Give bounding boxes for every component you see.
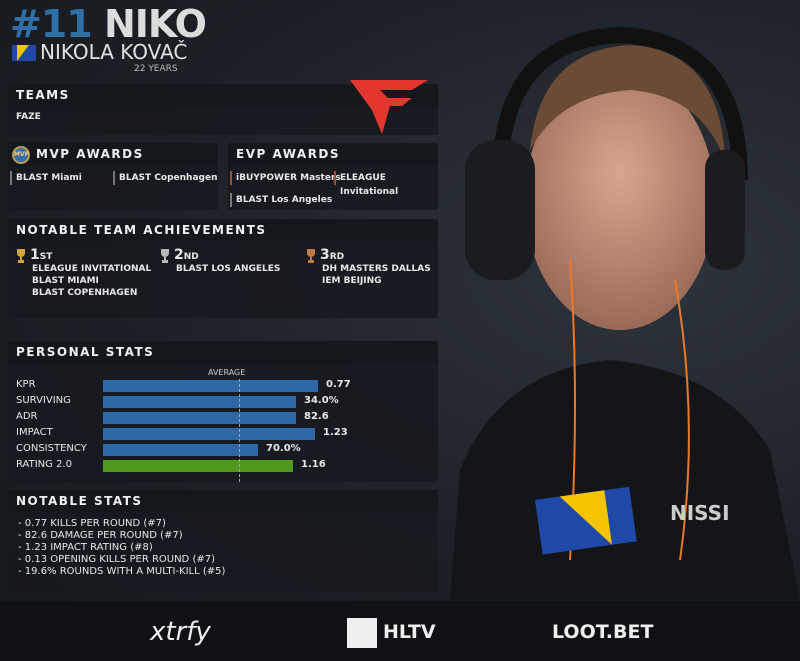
stat-value: 82.6 [304, 411, 329, 422]
player-real-name: NIKOLA KOVAČ [40, 40, 188, 64]
mvp-award: BLAST Miami [10, 171, 82, 185]
svg-text:NISSI: NISSI [670, 501, 730, 525]
trophy-icon [16, 249, 26, 263]
evp-award: BLAST Los Angeles [230, 193, 332, 207]
mvp-badge-icon: MVP [12, 146, 30, 164]
notable-stats-panel: NOTABLE STATS - 0.77 KILLS PER ROUND (#7… [8, 490, 438, 592]
stat-row: CONSISTENCY 70.0% [16, 443, 436, 456]
stat-label: IMPACT [16, 427, 53, 438]
achievement-place-1: 1ST ELEAGUE INVITATIONAL BLAST MIAMI BLAST … [16, 247, 152, 299]
stat-row: KPR 0.77 [16, 379, 436, 392]
stat-label: RATING 2.0 [16, 459, 72, 470]
player-number: #11 [10, 2, 93, 46]
stat-label: KPR [16, 379, 36, 390]
mvp-awards-panel: MVP AWARDS MVP BLAST Miami BLAST Copenha… [8, 143, 218, 210]
personal-stats-header: PERSONAL STATS [8, 341, 438, 363]
sponsor-footer: xtrfy HLTV LOOT.BET [0, 601, 800, 661]
sponsor-lootbet-logo: LOOT.BET [552, 621, 654, 643]
stat-label: SURVIVING [16, 395, 71, 406]
stat-row: SURVIVING 34.0% [16, 395, 436, 408]
stat-value: 0.77 [326, 379, 351, 390]
teams-panel: TEAMS FAZE [8, 84, 438, 135]
notable-stat-item: - 82.6 DAMAGE PER ROUND (#7) [18, 530, 183, 541]
notable-stat-item: - 0.13 OPENING KILLS PER ROUND (#7) [18, 554, 215, 565]
teams-header: TEAMS [8, 84, 438, 106]
player-nickname: NIKO [103, 2, 207, 46]
notable-stat-item: - 0.77 KILLS PER ROUND (#7) [18, 518, 166, 529]
place-label: 2ND [174, 247, 199, 263]
stat-value: 1.16 [301, 459, 326, 470]
notable-stat-item: - 19.6% ROUNDS WITH A MULTI-KILL (#5) [18, 566, 226, 577]
stat-label: CONSISTENCY [16, 443, 87, 454]
stat-value: 34.0% [304, 395, 339, 406]
stat-value: 70.0% [266, 443, 301, 454]
notable-stat-item: - 1.23 IMPACT RATING (#8) [18, 542, 153, 553]
mvp-header: MVP AWARDS [36, 147, 144, 161]
achievement-place-2: 2ND BLAST LOS ANGELES [160, 247, 281, 275]
stat-label: ADR [16, 411, 38, 422]
mvp-award: BLAST Copenhagen [113, 171, 218, 185]
player-age: 22 YEARS [134, 64, 178, 74]
achievement-event: BLAST LOS ANGELES [176, 264, 281, 274]
personal-stats-panel: PERSONAL STATS AVERAGE KPR 0.77 SURVIVING 3… [8, 341, 438, 482]
notable-stats-header: NOTABLE STATS [8, 490, 438, 512]
achievement-event: IEM BEIJING [322, 276, 382, 286]
achievement-event: ELEAGUE INVITATIONAL [32, 264, 152, 274]
stat-bar [103, 460, 293, 472]
stat-bar [103, 380, 318, 392]
place-label: 1ST [30, 247, 53, 263]
trophy-icon [306, 249, 316, 263]
stat-value: 1.23 [323, 427, 348, 438]
evp-award: iBUYPOWER Masters [230, 171, 341, 185]
achievement-event: BLAST MIAMI [32, 276, 99, 286]
stat-bar [103, 396, 296, 408]
hltv-logo-icon [347, 618, 377, 648]
stat-bar [103, 444, 258, 456]
stat-bar [103, 428, 315, 440]
faze-logo-icon [350, 80, 428, 134]
sponsor-hltv-logo: HLTV [383, 621, 436, 643]
evp-header: EVP AWARDS [228, 143, 438, 165]
achievement-event: DH MASTERS DALLAS [322, 264, 431, 274]
trophy-icon [160, 249, 170, 263]
achievement-event: BLAST COPENHAGEN [32, 288, 138, 298]
average-label: AVERAGE [208, 368, 246, 377]
place-label: 3RD [320, 247, 345, 263]
evp-award: ELEAGUE Invitational [334, 171, 438, 197]
sponsor-xtrfy-logo: xtrfy [150, 617, 211, 647]
bosnia-flag-icon [12, 45, 36, 61]
stat-row: ADR 82.6 [16, 411, 436, 424]
player-title: #11 NIKO [10, 2, 207, 46]
achievement-place-3: 3RD DH MASTERS DALLAS IEM BEIJING [306, 247, 431, 287]
stat-row: RATING 2.0 1.16 [16, 459, 436, 472]
achievements-panel: NOTABLE TEAM ACHIEVEMENTS 1ST ELEAGUE INV… [8, 219, 438, 318]
stat-row: IMPACT 1.23 [16, 427, 436, 440]
achievements-header: NOTABLE TEAM ACHIEVEMENTS [8, 219, 438, 241]
evp-awards-panel: EVP AWARDS iBUYPOWER Masters ELEAGUE Inv… [228, 143, 438, 210]
stat-bar [103, 412, 296, 424]
player-photo: NISSI [440, 0, 800, 600]
team-name: FAZE [16, 112, 41, 122]
average-line [239, 379, 240, 482]
